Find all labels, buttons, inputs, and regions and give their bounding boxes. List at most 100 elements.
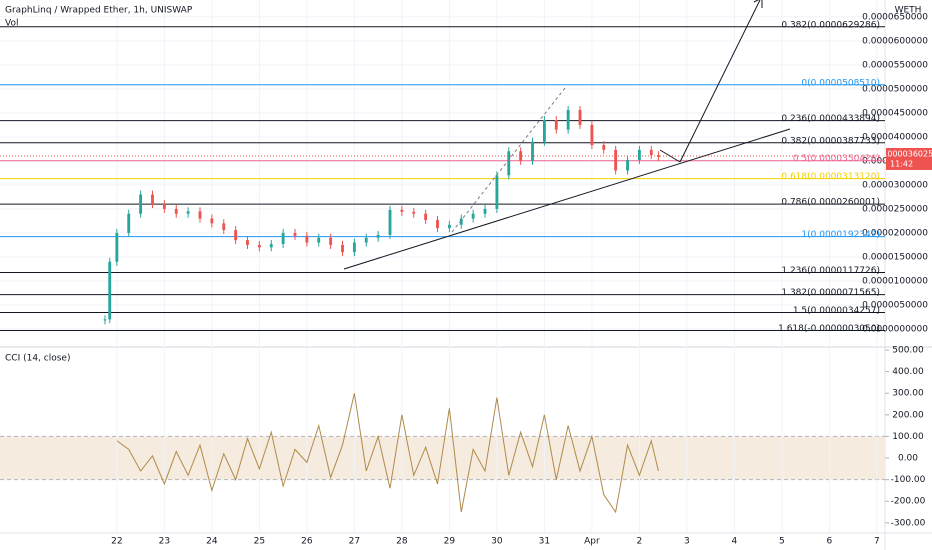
cci-tick-label: -200.00 bbox=[891, 497, 926, 507]
candle bbox=[103, 319, 107, 321]
candle bbox=[341, 244, 344, 253]
candle bbox=[186, 211, 190, 214]
cci-tick-label: 300.00 bbox=[892, 389, 924, 399]
candle bbox=[424, 213, 428, 220]
cci-line bbox=[116, 393, 659, 514]
candle bbox=[388, 209, 392, 235]
candle bbox=[234, 230, 238, 241]
candle bbox=[602, 145, 606, 150]
candle bbox=[507, 151, 511, 176]
fib-label: 1.618(-0.0000003050) bbox=[778, 324, 880, 334]
candle bbox=[637, 149, 641, 160]
y-tick-label: 0.0000500000 bbox=[862, 84, 928, 94]
candle bbox=[578, 109, 582, 125]
candle bbox=[495, 175, 499, 209]
arrow-line bbox=[679, 0, 761, 163]
candle bbox=[257, 244, 261, 248]
trend-line bbox=[343, 128, 791, 270]
candle bbox=[436, 219, 439, 229]
candle bbox=[554, 120, 558, 130]
candle bbox=[459, 218, 463, 225]
x-tick-label: 5 bbox=[779, 537, 785, 547]
candle bbox=[483, 208, 487, 214]
y-tick-label: 0.0000050000 bbox=[862, 300, 928, 310]
candle bbox=[222, 223, 226, 231]
candle bbox=[293, 232, 297, 236]
candle bbox=[174, 208, 178, 214]
y-tick-label: 0.0000300000 bbox=[862, 180, 928, 190]
x-tick-label: 2 bbox=[637, 537, 643, 547]
y-tick-label: 0.0000200000 bbox=[862, 228, 928, 238]
candle bbox=[400, 209, 404, 212]
y-tick-label: 0.0000100000 bbox=[862, 276, 928, 286]
currency: WETH bbox=[895, 6, 922, 16]
candle bbox=[305, 235, 309, 243]
candle bbox=[198, 211, 202, 219]
candle bbox=[531, 141, 534, 161]
x-tick-label: 25 bbox=[254, 537, 265, 547]
candle bbox=[364, 237, 368, 243]
candle bbox=[162, 204, 166, 209]
y-tick-label: 0.0000250000 bbox=[862, 204, 928, 214]
candle bbox=[151, 194, 154, 205]
x-tick-label: 26 bbox=[301, 537, 313, 547]
x-tick-label: 29 bbox=[444, 537, 456, 547]
x-tick-label: 23 bbox=[159, 537, 170, 547]
y-tick-label: 0.0000650000 bbox=[862, 12, 928, 22]
fib-label: 0.618(0.0000313120) bbox=[781, 172, 880, 182]
candle bbox=[626, 159, 629, 171]
candle bbox=[281, 232, 285, 244]
cci-band bbox=[0, 436, 885, 480]
cci-tick-label: 0.00 bbox=[898, 454, 918, 464]
fib-label: 1.5(0.0000034257) bbox=[793, 306, 880, 316]
cci-tick-label: 400.00 bbox=[892, 367, 924, 377]
candle bbox=[246, 240, 249, 245]
candle bbox=[352, 242, 356, 253]
x-tick-label: 6 bbox=[827, 537, 833, 547]
fib-label: 0.382(0.0000629286) bbox=[781, 20, 880, 30]
fib-label: 1.236(0.0000117726) bbox=[781, 266, 880, 276]
fib-label: 0.236(0.0000433894) bbox=[781, 114, 880, 124]
fib-label: 0(0.0000508510) bbox=[801, 78, 880, 88]
x-tick-label: 4 bbox=[732, 537, 738, 547]
candle bbox=[614, 149, 618, 171]
y-tick-label: 0.0000450000 bbox=[862, 108, 928, 118]
candle bbox=[471, 213, 475, 219]
candle bbox=[542, 120, 546, 142]
candle bbox=[269, 243, 273, 248]
x-tick-label: 24 bbox=[206, 537, 218, 547]
volume-label: Vol bbox=[5, 19, 18, 29]
fib-label: 1.382(0.0000071565) bbox=[781, 288, 880, 298]
y-tick-label: 0.0000000000 bbox=[862, 324, 928, 334]
candle bbox=[210, 218, 214, 224]
countdown: 11:42 bbox=[890, 159, 913, 168]
candle bbox=[139, 194, 143, 214]
fib-label: 0.382(0.0000387733) bbox=[781, 136, 880, 146]
symbol-title: GraphLinq / Wrapped Ether, 1h, UNISWAP bbox=[5, 6, 193, 16]
cci-tick-label: 200.00 bbox=[892, 410, 924, 420]
candle bbox=[447, 224, 451, 229]
cci-tick-label: -300.00 bbox=[891, 518, 926, 528]
candle bbox=[590, 124, 594, 146]
candle bbox=[317, 237, 321, 243]
y-tick-label: 0.0000150000 bbox=[862, 252, 928, 262]
candle bbox=[566, 109, 570, 130]
x-tick-label: 22 bbox=[111, 537, 122, 547]
x-tick-label: 28 bbox=[396, 537, 408, 547]
y-tick-label: 0.0000400000 bbox=[862, 132, 928, 142]
candle bbox=[656, 155, 660, 158]
x-tick-label: 27 bbox=[349, 537, 360, 547]
cci-tick-label: 100.00 bbox=[892, 432, 924, 442]
x-tick-label: 31 bbox=[539, 537, 550, 547]
y-tick-label: 0.0000600000 bbox=[862, 36, 928, 46]
candle bbox=[329, 237, 333, 245]
x-tick-label: 30 bbox=[491, 537, 503, 547]
last-price-tag bbox=[886, 147, 932, 170]
path-line bbox=[659, 149, 681, 163]
candle bbox=[519, 151, 523, 161]
candle bbox=[127, 213, 131, 233]
indicator-title: CCI (14, close) bbox=[5, 354, 70, 364]
fib-label: 1(0.0000192342) bbox=[801, 230, 880, 240]
